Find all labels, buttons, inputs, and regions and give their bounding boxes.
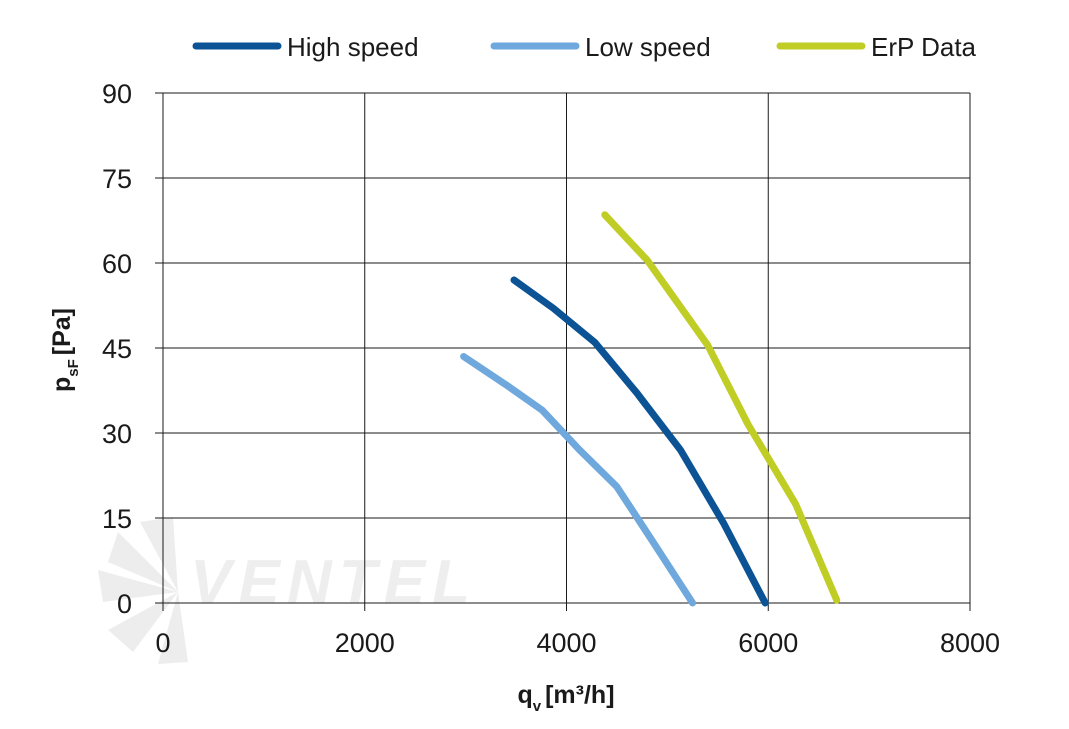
x-axis-title-main: q [517, 681, 532, 709]
y-axis-title-main: p [48, 377, 76, 392]
series-lines [460, 211, 841, 607]
y-axis-title: psF [Pa] [48, 308, 82, 392]
x-tick-label: 0 [155, 628, 170, 658]
legend-label: Low speed [585, 32, 711, 62]
x-axis-title: qv [m³/h] [517, 681, 614, 715]
x-tick-label: 8000 [940, 628, 1000, 658]
y-tick-label: 45 [102, 334, 132, 364]
legend-label: High speed [287, 32, 419, 62]
y-tick-label: 90 [102, 79, 132, 109]
x-tick-label: 2000 [335, 628, 395, 658]
y-tick-label: 75 [102, 164, 132, 194]
y-tick-label: 30 [102, 419, 132, 449]
y-axis-title-unit: [Pa] [48, 308, 76, 355]
series-line-erp-data [601, 211, 841, 604]
series-line-low-speed [460, 353, 697, 607]
grid-lines [155, 92, 971, 611]
series-line-high-speed [510, 276, 769, 607]
x-tick-labels: 0 2000 4000 6000 8000 [155, 628, 1000, 658]
y-tick-label: 0 [117, 589, 132, 619]
y-tick-label: 60 [102, 249, 132, 279]
x-tick-label: 6000 [738, 628, 798, 658]
y-tick-label: 15 [102, 504, 132, 534]
legend-label: ErP Data [871, 32, 977, 62]
y-tick-labels: 0 15 30 45 60 75 90 [102, 79, 132, 619]
ventel-watermark-logo: VENTEL [98, 517, 470, 664]
y-axis-title-sub: sF [65, 359, 82, 377]
x-tick-label: 4000 [536, 628, 596, 658]
x-axis-title-unit: [m³/h] [545, 681, 614, 709]
x-axis-title-sub: v [533, 698, 542, 715]
svg-text:VENTEL: VENTEL [190, 548, 470, 617]
legend: High speed Low speed ErP Data [192, 32, 977, 62]
